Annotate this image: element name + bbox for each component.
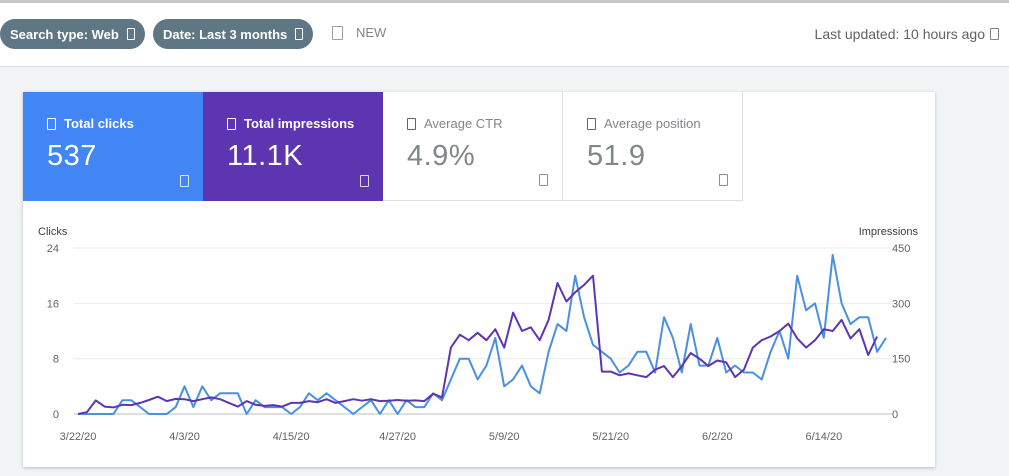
left-axis-tick-label: 0 xyxy=(53,409,59,421)
help-icon[interactable] xyxy=(360,175,369,187)
help-icon[interactable] xyxy=(990,28,999,40)
date-filter-chip[interactable]: Date: Last 3 months xyxy=(153,19,313,49)
checkbox-checked-icon[interactable] xyxy=(47,117,56,130)
last-updated-text: Last updated: 10 hours ago xyxy=(814,26,985,42)
x-axis-tick-label: 4/15/20 xyxy=(273,431,310,443)
help-icon[interactable] xyxy=(539,174,548,186)
metric-label: Average CTR xyxy=(424,116,503,131)
metric-total-impressions[interactable]: Total impressions 11.1K xyxy=(203,92,383,201)
edit-icon xyxy=(126,28,135,40)
top-divider xyxy=(0,0,1009,3)
checkbox-unchecked-icon[interactable] xyxy=(587,117,596,130)
clicks-series-line xyxy=(78,253,887,415)
metric-total-clicks[interactable]: Total clicks 537 xyxy=(23,92,203,201)
impressions-series-line xyxy=(77,274,879,415)
help-icon[interactable] xyxy=(719,174,728,186)
x-axis-tick-label: 3/22/20 xyxy=(60,431,97,443)
new-label: NEW xyxy=(356,25,387,40)
metric-label: Average position xyxy=(604,116,701,131)
left-axis-title: Clicks xyxy=(38,226,68,238)
add-filter-icon xyxy=(332,25,343,40)
right-axis-tick-label: 0 xyxy=(892,409,898,421)
last-updated-info: Last updated: 10 hours ago xyxy=(815,26,999,42)
metric-value: 11.1K xyxy=(227,140,304,172)
new-filter-button[interactable]: NEW xyxy=(332,25,386,40)
right-axis-tick-label: 150 xyxy=(892,354,910,366)
help-icon[interactable] xyxy=(180,175,189,187)
date-label: Date: Last 3 months xyxy=(163,26,288,42)
metric-value: 537 xyxy=(47,140,97,172)
checkbox-checked-icon[interactable] xyxy=(227,117,236,130)
left-axis-tick-label: 16 xyxy=(47,298,59,310)
metric-label: Total clicks xyxy=(64,116,134,131)
search-type-label: Search type: Web xyxy=(10,26,119,42)
filter-toolbar: Search type: Web Date: Last 3 months NEW… xyxy=(0,3,1009,67)
x-axis-tick-label: 4/3/20 xyxy=(169,431,200,443)
metric-average-position[interactable]: Average position 51.9 xyxy=(563,92,743,201)
left-axis-tick-label: 8 xyxy=(53,354,59,366)
checkbox-unchecked-icon[interactable] xyxy=(407,117,416,130)
right-axis-tick-label: 300 xyxy=(892,298,910,310)
right-axis-title: Impressions xyxy=(859,226,919,238)
metric-average-ctr[interactable]: Average CTR 4.9% xyxy=(383,92,563,201)
performance-card: Total clicks 537 Total impressions 11.1K… xyxy=(23,92,935,467)
x-axis-tick-label: 4/27/20 xyxy=(379,431,416,443)
left-axis-tick-label: 24 xyxy=(47,243,59,255)
metric-value: 4.9% xyxy=(407,140,476,172)
search-type-filter-chip[interactable]: Search type: Web xyxy=(0,19,145,49)
x-axis-tick-label: 6/2/20 xyxy=(702,431,733,443)
metric-label: Total impressions xyxy=(244,116,355,131)
x-axis-tick-label: 5/21/20 xyxy=(592,431,629,443)
right-axis-tick-label: 450 xyxy=(892,243,910,255)
edit-icon xyxy=(295,28,303,40)
x-axis-tick-label: 6/14/20 xyxy=(805,431,842,443)
metric-value: 51.9 xyxy=(587,140,646,172)
x-axis-tick-label: 5/9/20 xyxy=(489,431,520,443)
performance-chart[interactable]: 0 8 16 24 0 150 300 450 Clicks Impressions 3/22/20… xyxy=(23,92,935,467)
